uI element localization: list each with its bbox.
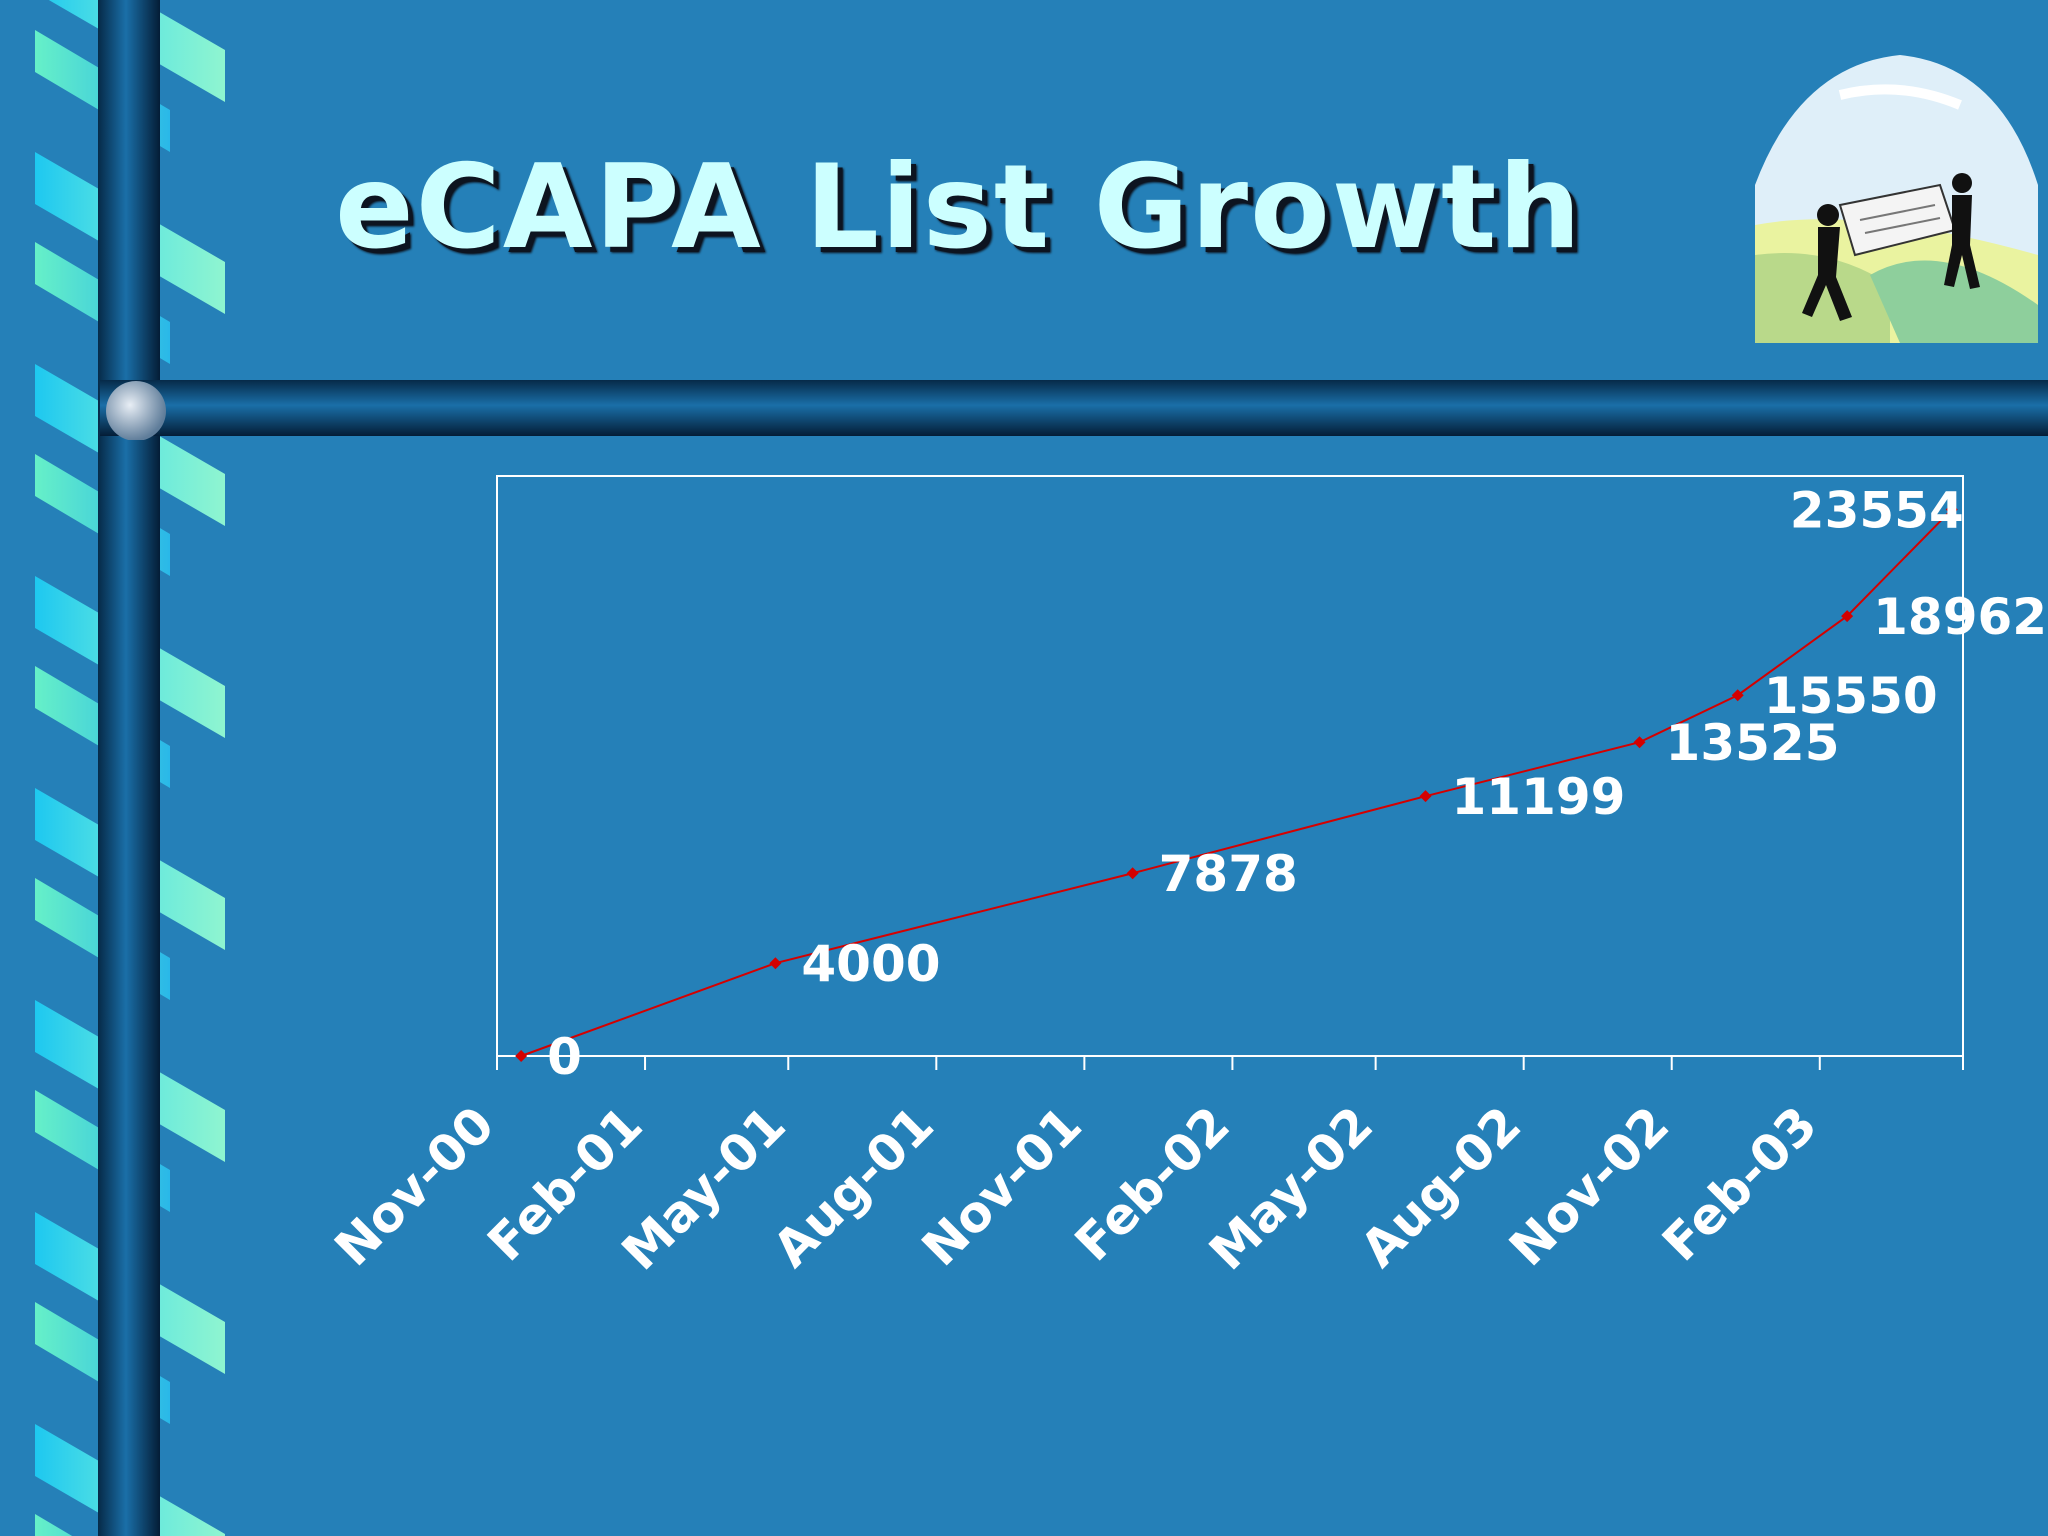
data-point xyxy=(515,1050,528,1062)
data-point xyxy=(1126,867,1139,880)
x-tick-label: Nov-01 xyxy=(911,1095,1093,1277)
x-tick-label: Aug-01 xyxy=(762,1095,945,1278)
horizontal-rail xyxy=(100,380,2048,440)
series-line xyxy=(520,508,1953,1057)
data-label: 15550 xyxy=(1764,667,1938,725)
data-point xyxy=(769,957,782,970)
data-label: 7878 xyxy=(1159,845,1298,903)
x-axis-tick-labels: Nov-00Feb-01May-01Aug-01Nov-01Feb-02May-… xyxy=(324,1095,1829,1281)
data-label: 0 xyxy=(547,1028,582,1086)
two-people-carrying-document-clipart xyxy=(1755,55,2038,343)
data-point xyxy=(1945,503,1958,516)
data-label: 18962 xyxy=(1873,588,2047,646)
slide-title: eCAPA List Growth xyxy=(335,140,1583,275)
data-label: 23554 xyxy=(1790,482,1964,540)
data-label: 13525 xyxy=(1666,714,1840,772)
x-tick-label: Nov-00 xyxy=(324,1095,506,1277)
data-point xyxy=(1633,736,1646,749)
twisted-ribbon-border xyxy=(0,0,230,1536)
data-label: 11199 xyxy=(1452,768,1626,826)
data-label: 4000 xyxy=(801,935,940,993)
data-point xyxy=(1731,689,1744,702)
x-axis-ticks xyxy=(496,1056,1964,1070)
series-markers xyxy=(515,503,1958,1062)
data-point xyxy=(1419,790,1432,803)
data-point xyxy=(1841,610,1854,623)
x-tick-label: Feb-03 xyxy=(1651,1095,1828,1272)
x-tick-label: Aug-02 xyxy=(1349,1095,1532,1278)
x-tick-label: Nov-02 xyxy=(1498,1095,1680,1277)
